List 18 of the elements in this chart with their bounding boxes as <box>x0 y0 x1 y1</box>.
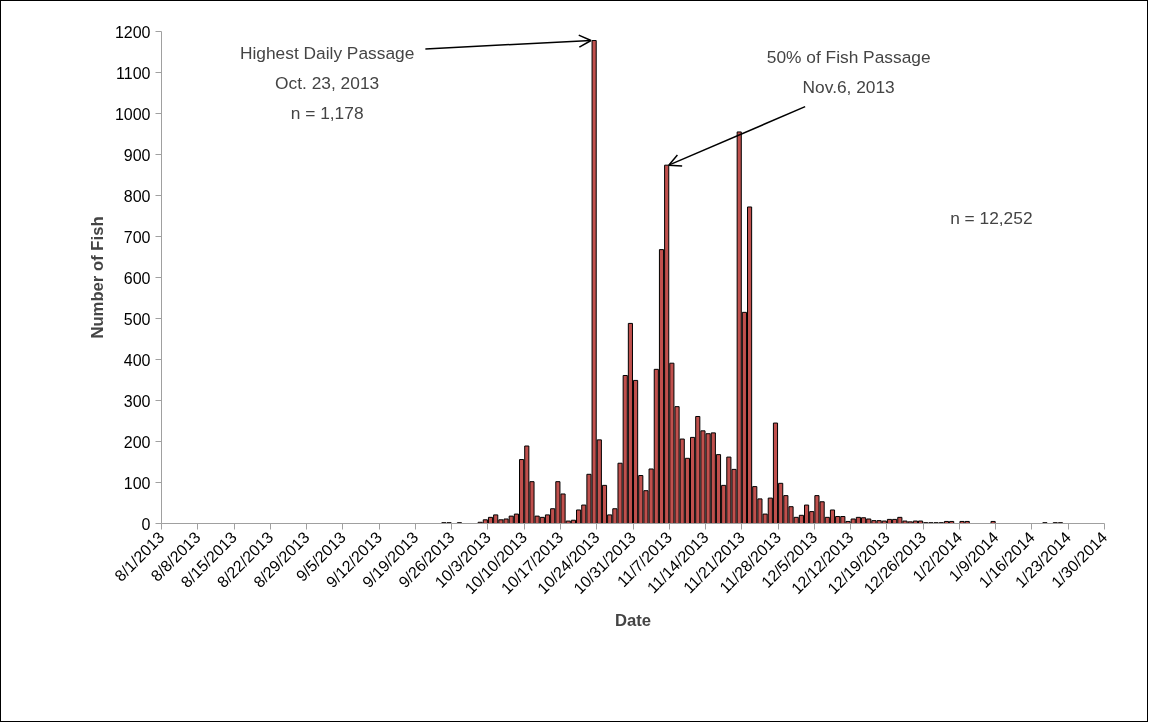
y-tick-label: 100 <box>123 474 151 492</box>
y-tick-label: 0 <box>141 515 151 533</box>
y-axis-title: Number of Fish <box>87 216 107 339</box>
y-tick-label: 400 <box>123 351 151 369</box>
x-axis-title: Date <box>614 611 652 631</box>
y-tick-label: 700 <box>123 228 151 246</box>
annotation: 50% of Fish Passage Nov.6, 2013 <box>766 47 931 98</box>
y-tick-label: 900 <box>123 146 151 164</box>
y-tick-label: 200 <box>123 433 151 451</box>
y-tick-label: 1000 <box>114 105 151 123</box>
y-tick-label: 600 <box>123 269 151 287</box>
annotation: Highest Daily Passage Oct. 23, 2013 n = 1,178 <box>239 42 415 123</box>
y-tick-label: 1200 <box>114 23 151 41</box>
y-tick-label: 800 <box>123 187 151 205</box>
y-tick-label: 1100 <box>116 64 151 82</box>
y-tick-label: 300 <box>123 392 151 410</box>
y-tick-label: 500 <box>123 310 151 328</box>
annotation: n = 12,252 <box>950 208 1033 229</box>
